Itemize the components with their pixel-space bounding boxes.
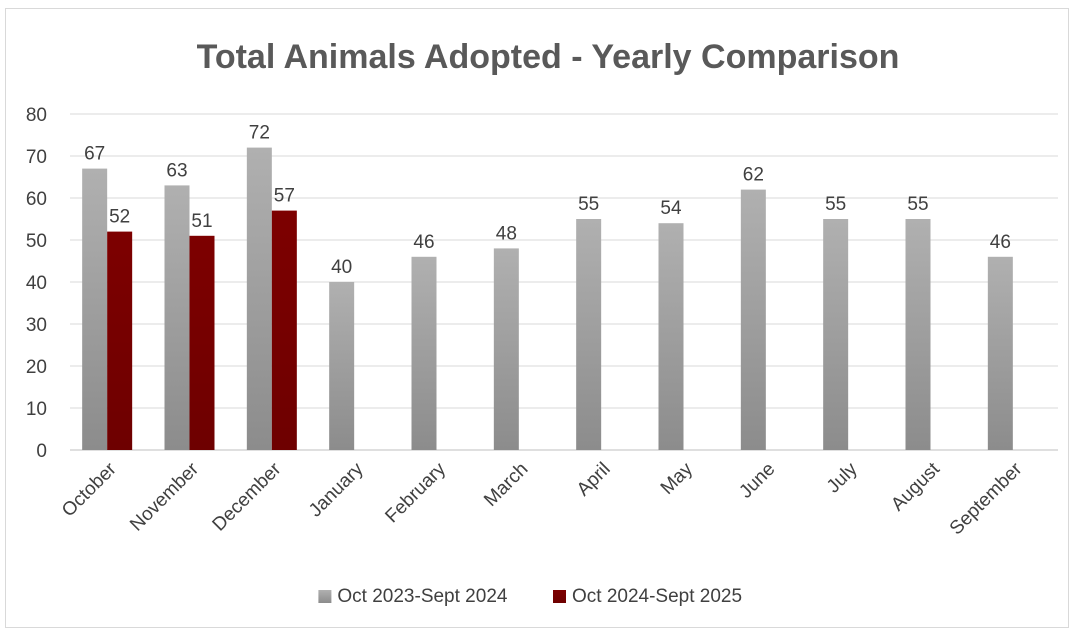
x-tick-label: December	[209, 458, 286, 535]
bar	[658, 223, 684, 450]
x-tick-label: May	[657, 458, 698, 499]
x-axis: October November December January February Ma…	[58, 458, 1027, 539]
data-label: 52	[109, 207, 130, 228]
data-label: 54	[660, 198, 682, 219]
x-tick-label: June	[735, 459, 779, 503]
bar	[107, 231, 133, 450]
x-tick-label: September	[946, 458, 1027, 539]
bar	[164, 185, 190, 450]
y-tick-label: 10	[26, 399, 47, 420]
bar	[271, 210, 297, 450]
data-label: 46	[990, 232, 1011, 253]
y-axis: 0 10 20 30 40 50 60 70 80	[26, 105, 47, 462]
data-label: 55	[907, 194, 928, 215]
x-tick-label: August	[887, 458, 944, 515]
y-tick-label: 0	[36, 441, 47, 462]
data-label: 55	[578, 194, 599, 215]
bar	[576, 219, 602, 450]
data-label: 40	[331, 257, 352, 278]
legend-swatch	[318, 590, 332, 603]
x-tick-label: July	[823, 458, 862, 497]
bars	[82, 147, 1013, 450]
legend-label: Oct 2023-Sept 2024	[337, 586, 507, 607]
gridlines	[70, 113, 1058, 451]
y-tick-label: 70	[26, 147, 47, 168]
data-label: 63	[166, 160, 187, 181]
chart-title: Total Animals Adopted - Yearly Compariso…	[197, 38, 900, 76]
bar	[246, 147, 272, 450]
bar	[823, 219, 849, 450]
y-tick-label: 30	[26, 315, 47, 336]
data-label: 48	[496, 223, 517, 244]
bar	[493, 248, 519, 450]
x-tick-label: January	[305, 458, 368, 521]
bar	[905, 219, 931, 450]
x-tick-label: February	[381, 458, 450, 527]
data-labels: 67 52 63 51 72 57 40 46 48 55 54 62 55 55 46	[84, 123, 1011, 278]
x-tick-label: November	[126, 458, 203, 535]
data-label: 55	[825, 194, 846, 215]
bar	[189, 235, 215, 450]
x-tick-label: April	[573, 459, 615, 501]
y-tick-label: 80	[26, 105, 47, 126]
bar	[411, 256, 437, 450]
x-tick-label: March	[480, 459, 532, 511]
data-label: 51	[191, 211, 212, 232]
legend-label: Oct 2024-Sept 2025	[572, 586, 742, 607]
data-label: 72	[249, 123, 270, 144]
bar	[329, 282, 355, 450]
y-tick-label: 40	[26, 273, 47, 294]
y-tick-label: 50	[26, 231, 47, 252]
data-label: 46	[413, 232, 434, 253]
bar	[987, 256, 1013, 450]
data-label: 62	[743, 165, 764, 186]
legend-swatch	[553, 590, 566, 603]
legend: Oct 2023-Sept 2024 Oct 2024-Sept 2025	[318, 586, 742, 607]
bar	[740, 189, 766, 450]
bar	[82, 168, 108, 450]
x-tick-label: October	[58, 458, 121, 521]
y-tick-label: 20	[26, 357, 47, 378]
data-label: 67	[84, 144, 105, 165]
data-label: 57	[274, 186, 295, 207]
y-tick-label: 60	[26, 189, 47, 210]
